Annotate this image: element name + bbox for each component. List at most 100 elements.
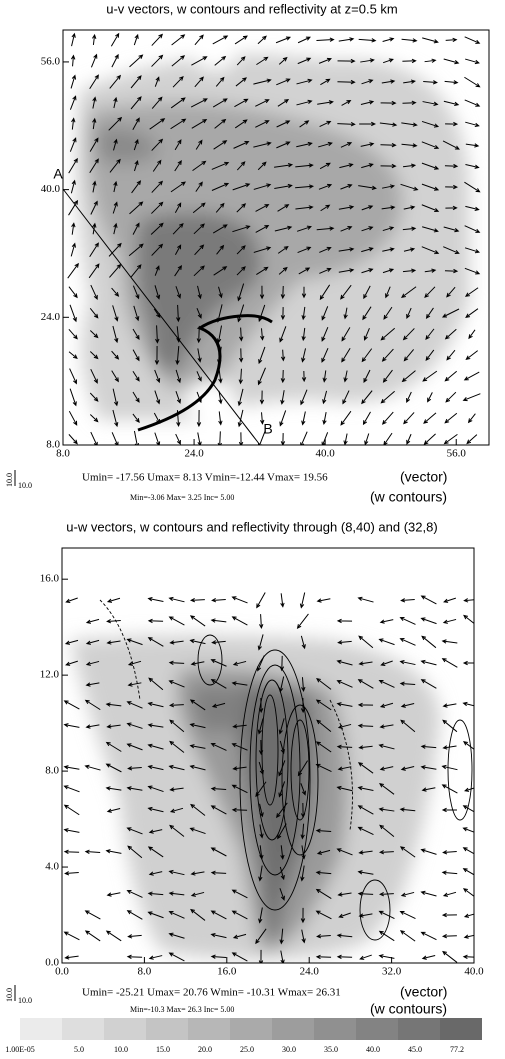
wind-vector — [65, 850, 79, 853]
wind-vector — [318, 599, 331, 602]
wind-vector — [428, 392, 433, 401]
wind-vector — [71, 56, 74, 67]
wind-vector — [111, 34, 118, 46]
colorbar-label: 15.0 — [156, 1045, 170, 1054]
wind-vector — [108, 809, 120, 813]
wind-vector — [380, 931, 395, 940]
colorbar-box — [188, 1018, 230, 1040]
wind-vector — [66, 598, 77, 602]
wind-vector — [444, 704, 457, 707]
wind-vector — [69, 287, 77, 298]
wind-vector — [150, 956, 162, 960]
annotation: B — [263, 421, 272, 437]
wind-vector — [86, 765, 101, 770]
colorbar-box — [230, 1018, 272, 1040]
colorbar-box — [314, 1018, 356, 1040]
wind-vector — [360, 955, 371, 959]
y-tick-label: 8.0 — [45, 765, 59, 777]
wind-vector — [464, 955, 478, 958]
wind-vector — [281, 593, 284, 606]
wind-vector — [401, 617, 416, 624]
wind-vector — [176, 434, 181, 444]
wind-vector — [70, 138, 76, 151]
wind-vector — [71, 244, 75, 257]
contour-stats: Min=-3.06 Max= 3.25 Inc= 5.00 — [130, 493, 234, 502]
wind-vector — [316, 38, 333, 41]
vector-note: (vector) — [400, 469, 447, 485]
wind-vector — [69, 434, 77, 443]
wind-vector — [65, 872, 79, 875]
wind-vector — [239, 432, 242, 445]
wind-vector — [446, 38, 457, 41]
wind-vector — [467, 435, 477, 444]
wind-vector — [421, 849, 436, 854]
wind-vector — [444, 619, 456, 623]
wind-vector — [465, 37, 480, 44]
colorbar-box — [272, 1018, 314, 1040]
wind-vector — [108, 893, 121, 896]
wind-vector — [466, 309, 478, 318]
wind-vector — [69, 201, 78, 215]
wind-vector — [149, 598, 164, 602]
wind-vector — [191, 616, 205, 626]
wind-vector — [443, 934, 457, 937]
colorbar-label: 20.0 — [198, 1045, 212, 1054]
wind-vector — [69, 159, 78, 173]
x-tick-label: 32.0 — [382, 966, 402, 978]
colorbar-box — [104, 1018, 146, 1040]
x-tick-label: 40.0 — [464, 966, 484, 978]
wind-vector — [260, 412, 263, 423]
wind-vector — [445, 81, 458, 84]
y-tick-label: 56.0 — [41, 55, 61, 67]
wind-vector — [65, 932, 80, 940]
wind-vector — [191, 598, 205, 601]
wind-vector — [91, 55, 96, 68]
wind-vector — [317, 955, 331, 958]
wind-vector — [71, 181, 75, 193]
wind-vector — [402, 892, 414, 896]
colorbar-box — [146, 1018, 188, 1040]
wind-vector — [92, 35, 95, 45]
wind-vector — [65, 766, 80, 770]
wind-vector — [72, 223, 75, 234]
wind-vector — [65, 829, 80, 833]
wind-vector — [69, 352, 77, 358]
wind-vector — [463, 828, 478, 834]
wind-vector — [359, 636, 373, 648]
wind-vector — [422, 660, 437, 665]
wind-vector — [259, 614, 262, 628]
wind-vector — [464, 599, 477, 602]
wind-vector — [422, 932, 437, 939]
wind-vector — [341, 411, 351, 425]
wind-vector — [65, 956, 78, 959]
wind-vector — [112, 55, 118, 67]
wind-vector — [401, 599, 414, 602]
wind-vector — [424, 413, 436, 423]
wind-vector — [359, 597, 374, 602]
contour-stats: Min=-10.3 Max= 26.3 Inc= 5.00 — [130, 1005, 234, 1014]
wind-vector — [339, 38, 353, 41]
wind-vector — [128, 955, 142, 958]
wind-vector — [198, 433, 202, 446]
wind-vector — [424, 434, 435, 444]
wind-vector — [464, 848, 479, 856]
wind-vector — [465, 100, 480, 106]
wind-vector — [443, 746, 456, 749]
wind-vector — [86, 931, 100, 941]
wind-vector — [172, 35, 185, 45]
wind-vector — [422, 636, 436, 647]
wind-vector — [69, 411, 76, 425]
wind-vector — [444, 892, 456, 896]
y-tick-label: 0.0 — [45, 957, 59, 969]
wind-vector — [464, 77, 479, 86]
colorbar-label: 5.0 — [74, 1045, 84, 1054]
y-tick-label: 16.0 — [40, 573, 60, 585]
wind-vector — [87, 619, 99, 623]
ref-vector-label: 10.0 — [18, 996, 32, 1005]
ref-vector-label: 10.0 — [5, 473, 14, 487]
wind-vector — [443, 765, 458, 769]
wind-vector — [443, 913, 457, 916]
wind-vector — [70, 389, 76, 406]
vector-note: (vector) — [400, 984, 447, 1000]
wind-vector — [152, 34, 162, 45]
